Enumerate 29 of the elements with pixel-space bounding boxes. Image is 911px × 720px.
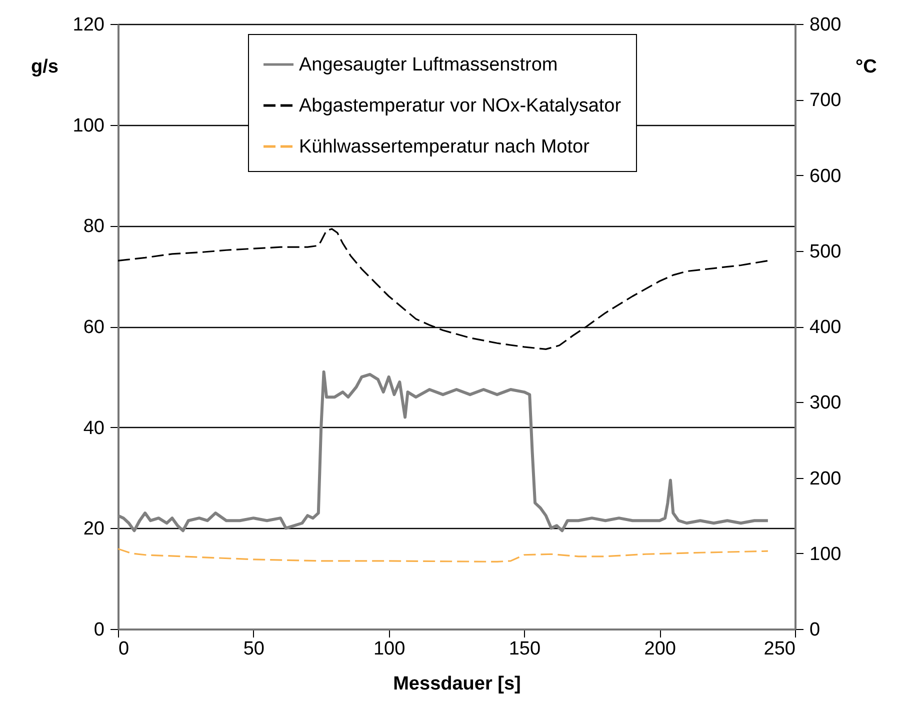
- y2-tick-label: 500: [810, 241, 842, 262]
- y2-tick-label: 100: [810, 544, 842, 565]
- y-tick-label: 100: [72, 115, 104, 136]
- y-axis-title: g/s: [31, 56, 58, 78]
- x-tick-label: 250: [764, 638, 796, 660]
- y-tick-label: 120: [72, 14, 104, 36]
- x-tick-label: 50: [243, 638, 264, 660]
- y2-tick-label: 300: [810, 392, 842, 414]
- y2-tick-label: 700: [810, 90, 842, 112]
- y2-tick-label: 600: [810, 166, 842, 187]
- y2-axis-title: °C: [856, 56, 878, 78]
- y2-tick-label: 200: [810, 468, 842, 490]
- x-tick-label: 0: [118, 638, 130, 660]
- y2-tick-label: 800: [810, 14, 842, 36]
- legend-label: Kühlwassertemperatur nach Motor: [299, 136, 590, 158]
- y-tick-label: 40: [83, 418, 104, 439]
- y-tick-label: 60: [83, 317, 104, 338]
- y-tick-label: 20: [83, 518, 104, 540]
- legend-label: Angesaugter Luftmassenstrom: [299, 54, 558, 76]
- line-series: [118, 548, 769, 562]
- legend-label: Abgastemperatur vor NOx-Katalysator: [299, 96, 622, 116]
- y2-tick-label: 0: [810, 620, 820, 640]
- y2-tick-label: 400: [810, 317, 842, 338]
- x-tick-label: 100: [373, 638, 406, 660]
- x-tick-label: 150: [508, 638, 541, 660]
- x-tick-label: 200: [644, 638, 676, 660]
- x-axis-title: Messdauer [s]: [393, 674, 521, 694]
- y-tick-label: 80: [83, 216, 104, 238]
- y-tick-label: 0: [94, 620, 104, 640]
